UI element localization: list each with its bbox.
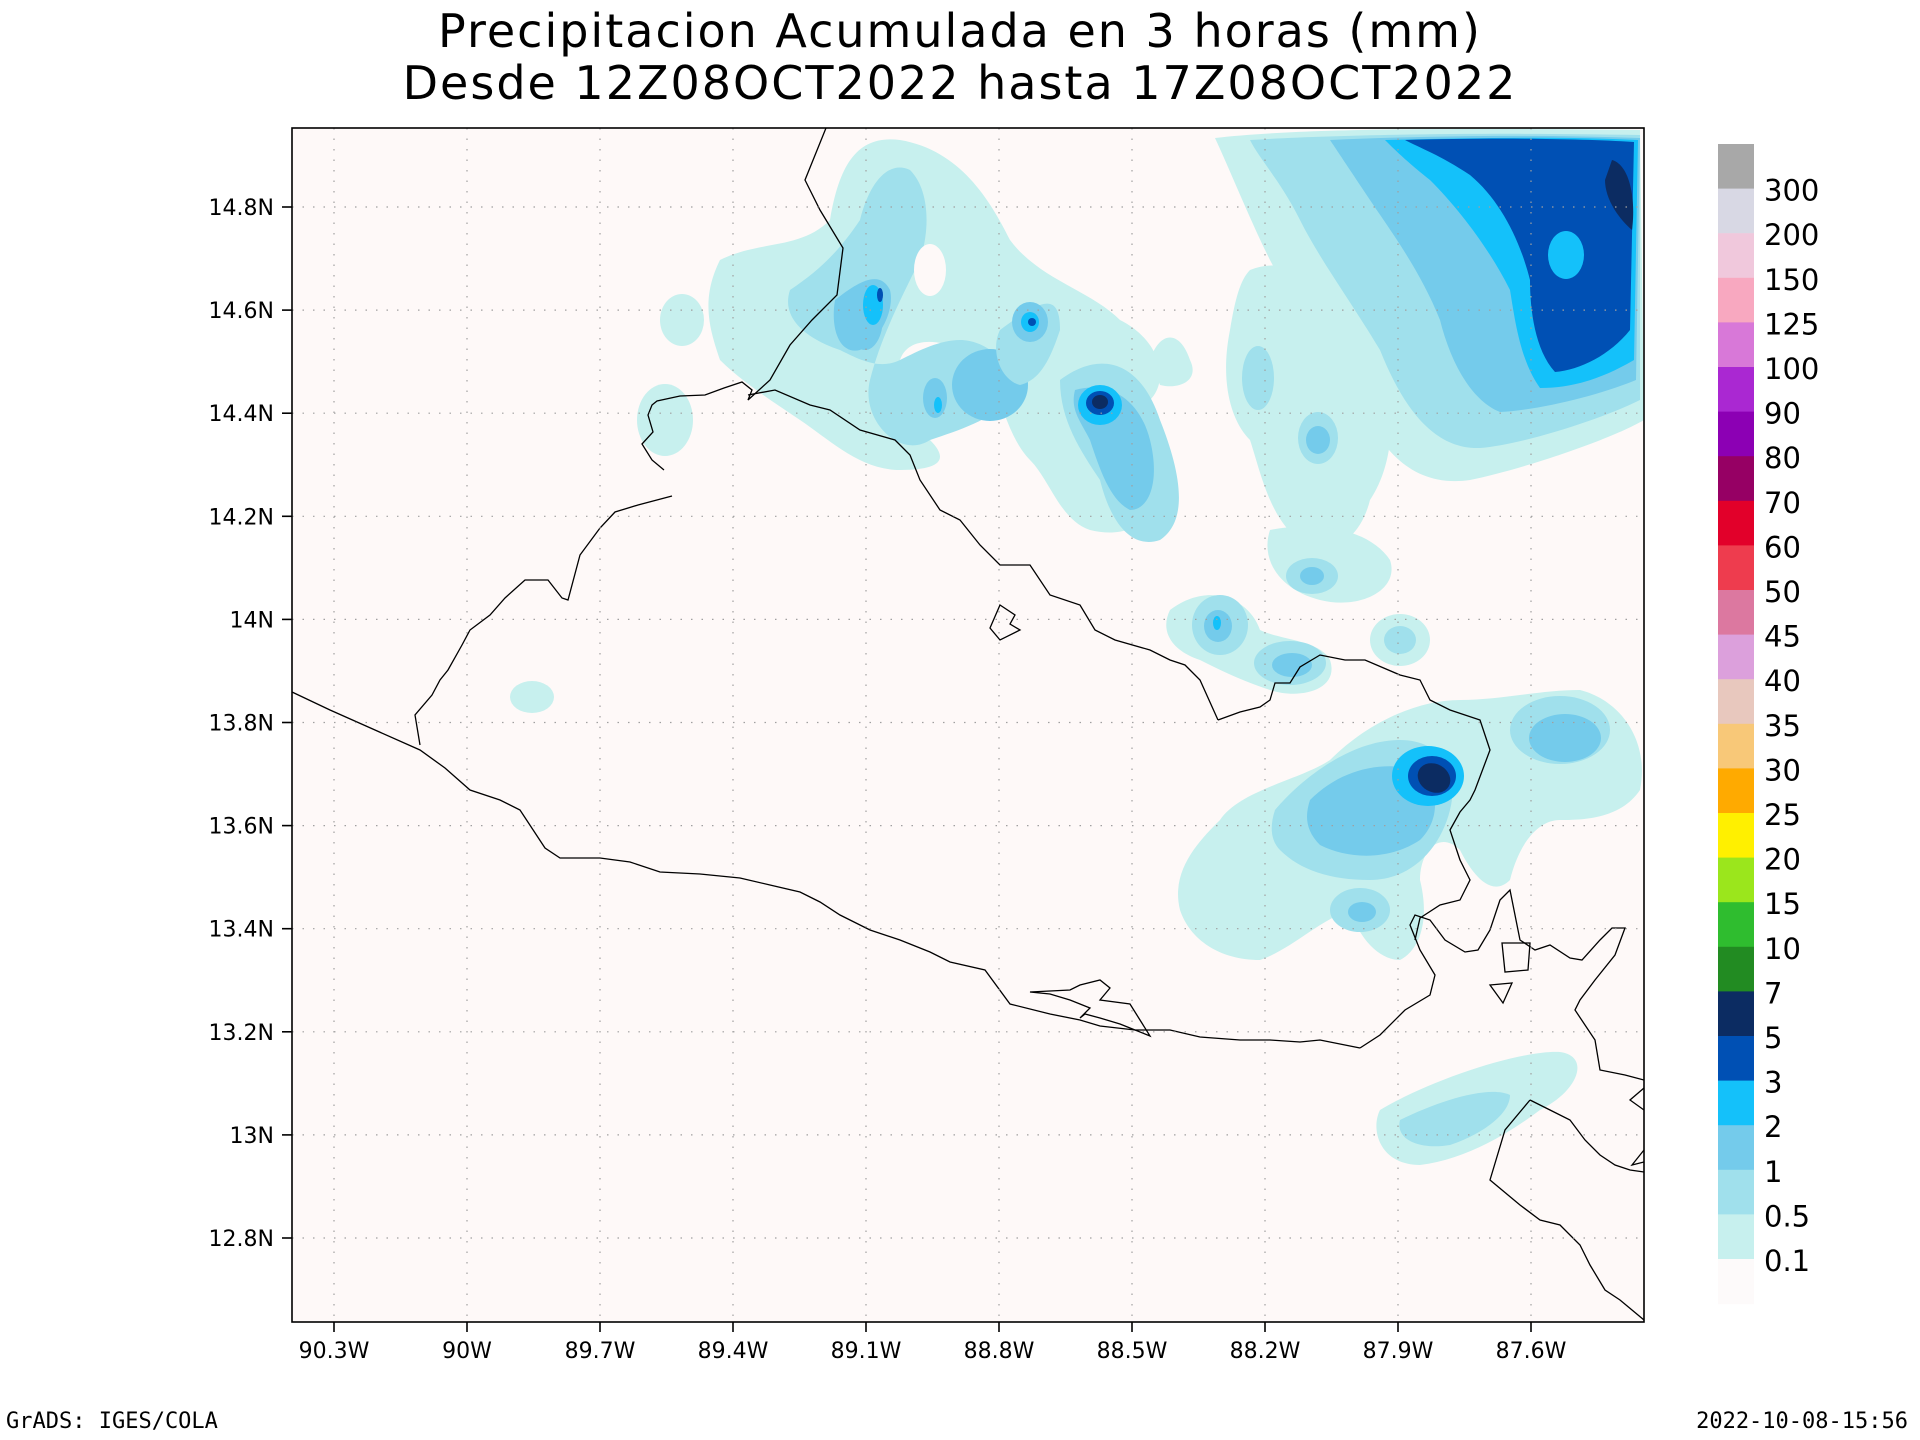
timestamp: 2022-10-08-15:56 [1696,1409,1908,1434]
legend-swatch [1718,590,1754,636]
legend-swatch [1718,634,1754,680]
lat-tick-label: 13N [230,1124,274,1149]
legend-label: 0.5 [1764,1199,1810,1233]
bahia-jiquilisco [1029,979,1152,1038]
border-north [747,389,1219,721]
legend-label: 90 [1764,397,1801,431]
legend-swatch [1718,1259,1754,1305]
legend-swatch [1718,545,1754,591]
legend-label: 50 [1764,575,1801,609]
lon-tick-label: 87.6W [1496,1339,1567,1364]
lat-tick-label: 13.2N [209,1021,274,1046]
legend-swatch [1718,188,1754,234]
lon-tick-label: 87.9W [1363,1339,1434,1364]
legend-swatch [1718,902,1754,948]
legend-label: 70 [1764,486,1801,520]
lat-tick-label: 13.4N [209,918,274,943]
legend-swatch [1718,233,1754,279]
lon-tick-label: 90.3W [299,1339,370,1364]
legend-swatch [1718,946,1754,992]
legend-label: 100 [1764,352,1819,386]
legend-swatch [1718,277,1754,323]
lat-tick-label: 14.2N [209,505,274,530]
honduras-nicaragua-border [1529,1099,1644,1173]
legend-swatch [1718,768,1754,814]
lon-tick-label: 90W [442,1339,492,1364]
legend-swatch [1718,723,1754,769]
map-title: Precipitacion Acumulada en 3 horas (mm) [438,4,1482,58]
legend-swatch [1718,411,1754,457]
lon-tick-label: 89.4W [698,1339,769,1364]
lon-tick-label: 88.5W [1097,1339,1168,1364]
legend-label: 40 [1764,664,1801,698]
lon-tick-label: 88.8W [964,1339,1035,1364]
legend-label: 125 [1764,307,1819,341]
border-salvador-honduras [414,495,673,746]
legend-label: 15 [1764,887,1801,921]
precip-area-mid [1226,265,1391,548]
legend-swatch [1718,1169,1754,1215]
precip-area-nw [708,139,1160,533]
legend-swatch [1718,322,1754,368]
nicaragua-coast [1489,1099,1644,1321]
legend-swatch [1718,144,1754,190]
legend-swatch [1718,456,1754,502]
legend-label: 80 [1764,441,1801,475]
legend-label: 0.1 [1764,1244,1810,1278]
legend-label: 10 [1764,932,1801,966]
legend-label: 2 [1764,1110,1782,1144]
legend-label: 5 [1764,1021,1782,1055]
legend-label: 200 [1764,218,1819,252]
lon-tick-label: 88.2W [1230,1339,1301,1364]
legend-label: 35 [1764,709,1801,743]
legend-label: 300 [1764,174,1819,208]
legend-label: 30 [1764,753,1801,787]
grads-credit: GrADS: IGES/COLA [6,1409,218,1434]
lat-tick-label: 14N [230,608,274,633]
legend-label: 7 [1764,976,1782,1010]
legend-swatch [1718,500,1754,546]
legend-label: 25 [1764,798,1801,832]
legend-label: 3 [1764,1066,1782,1100]
precip-area-ne [1605,160,1634,230]
legend-label: 150 [1764,263,1819,297]
legend-swatch [1718,1214,1754,1260]
coast-pacific [292,691,1361,1049]
lat-tick-label: 14.6N [209,299,274,324]
border-guatemala-salvador [641,128,844,471]
legend-label: 45 [1764,620,1801,654]
legend-swatch [1718,679,1754,725]
legend-swatch [1718,813,1754,859]
legend-label: 1 [1764,1155,1782,1189]
color-legend: 3002001501251009080706050454035302520151… [1718,144,1819,1305]
lon-tick-label: 89.7W [565,1339,636,1364]
legend-swatch [1718,367,1754,413]
gulf-fonseca [1359,888,1644,1081]
map-subtitle: Desde 12Z08OCT2022 hasta 17Z08OCT2022 [402,56,1518,110]
plot-frame [291,127,1645,1323]
precip-contours [510,128,1644,1165]
lat-tick-label: 13.8N [209,712,274,737]
legend-swatch [1718,1080,1754,1126]
legend-swatch [1718,857,1754,903]
precip-area-ne [1405,138,1634,372]
lat-tick-label: 13.6N [209,815,274,840]
country-borders [292,128,1644,1321]
lat-tick-label: 12.8N [209,1227,274,1252]
legend-swatch [1718,1125,1754,1171]
legend-swatch [1718,1036,1754,1082]
lat-tick-label: 14.4N [209,402,274,427]
legend-label: 20 [1764,843,1801,877]
border-north2 [1217,654,1491,941]
axes: 90.3W 90W 89.7W 89.4W 89.1W 88.8W 88.5W 88.2W 87… [209,196,1567,1364]
lon-tick-label: 89.1W [831,1339,902,1364]
lat-tick-label: 14.8N [209,196,274,221]
legend-label: 60 [1764,530,1801,564]
legend-swatch [1718,991,1754,1037]
